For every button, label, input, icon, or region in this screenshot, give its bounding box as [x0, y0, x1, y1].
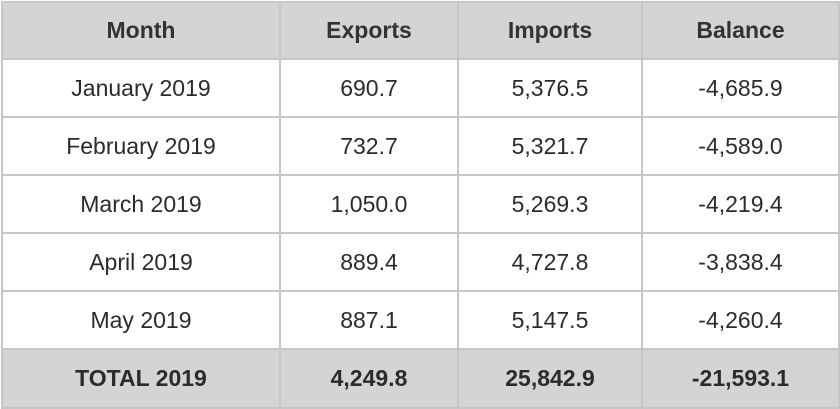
cell-imports: 5,321.7: [457, 116, 643, 176]
total-label: TOTAL 2019: [1, 348, 281, 409]
table-row: May 2019 887.1 5,147.5 -4,260.4: [1, 290, 840, 350]
table-row: March 2019 1,050.0 5,269.3 -4,219.4: [1, 174, 840, 234]
cell-exports: 887.1: [279, 290, 459, 350]
cell-month: January 2019: [1, 58, 281, 118]
header-balance: Balance: [641, 1, 840, 60]
total-exports: 4,249.8: [279, 348, 459, 409]
total-balance: -21,593.1: [641, 348, 840, 409]
table-row: April 2019 889.4 4,727.8 -3,838.4: [1, 232, 840, 292]
total-imports: 25,842.9: [457, 348, 643, 409]
cell-month: February 2019: [1, 116, 281, 176]
cell-imports: 4,727.8: [457, 232, 643, 292]
table-row: January 2019 690.7 5,376.5 -4,685.9: [1, 58, 840, 118]
cell-exports: 889.4: [279, 232, 459, 292]
header-month: Month: [1, 1, 281, 60]
cell-balance: -4,589.0: [641, 116, 840, 176]
table-header: Month Exports Imports Balance: [1, 1, 840, 60]
total-row: TOTAL 2019 4,249.8 25,842.9 -21,593.1: [1, 348, 840, 409]
table-body: January 2019 690.7 5,376.5 -4,685.9 Febr…: [1, 58, 840, 350]
cell-imports: 5,147.5: [457, 290, 643, 350]
cell-balance: -4,685.9: [641, 58, 840, 118]
cell-exports: 690.7: [279, 58, 459, 118]
table-footer: TOTAL 2019 4,249.8 25,842.9 -21,593.1: [1, 348, 840, 409]
cell-exports: 732.7: [279, 116, 459, 176]
cell-exports: 1,050.0: [279, 174, 459, 234]
header-row: Month Exports Imports Balance: [1, 1, 840, 60]
cell-imports: 5,376.5: [457, 58, 643, 118]
cell-balance: -3,838.4: [641, 232, 840, 292]
header-imports: Imports: [457, 1, 643, 60]
cell-month: May 2019: [1, 290, 281, 350]
table-row: February 2019 732.7 5,321.7 -4,589.0: [1, 116, 840, 176]
cell-month: April 2019: [1, 232, 281, 292]
cell-balance: -4,260.4: [641, 290, 840, 350]
cell-imports: 5,269.3: [457, 174, 643, 234]
header-exports: Exports: [279, 1, 459, 60]
cell-balance: -4,219.4: [641, 174, 840, 234]
cell-month: March 2019: [1, 174, 281, 234]
